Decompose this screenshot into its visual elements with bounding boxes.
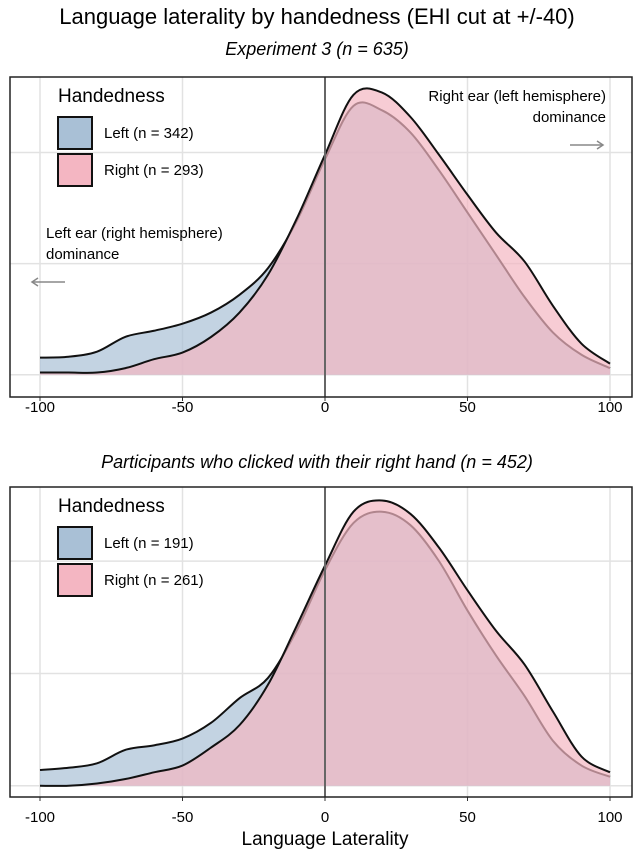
x-tick-label: 100 xyxy=(597,809,622,826)
x-tick-label: 50 xyxy=(459,399,476,416)
x-tick-label: -100 xyxy=(25,399,55,416)
panel-border xyxy=(9,76,633,398)
annotation: dominance xyxy=(46,246,119,263)
chart-title: Language laterality by handedness (EHI c… xyxy=(59,4,575,29)
subtitle: Experiment 3 (n = 635) xyxy=(225,39,409,59)
x-tick-label: -100 xyxy=(25,809,55,826)
legend-swatch xyxy=(57,116,93,150)
subtitle: Participants who clicked with their righ… xyxy=(101,452,533,472)
legend-swatch xyxy=(57,563,93,597)
legend-swatch xyxy=(57,153,93,187)
arrow-head xyxy=(30,277,39,287)
annotation: dominance xyxy=(533,109,606,126)
x-axis-label: Language Laterality xyxy=(242,829,409,850)
x-tick-label: 50 xyxy=(459,809,476,826)
legend-label: Right (n = 261) xyxy=(104,572,204,589)
x-tick-label: -50 xyxy=(172,809,194,826)
legend-swatch xyxy=(57,526,93,560)
legend-title: Handedness xyxy=(58,496,165,517)
annotation: Left ear (right hemisphere) xyxy=(46,225,223,242)
x-tick-label: 0 xyxy=(321,399,329,416)
arrow-head xyxy=(596,140,605,150)
annotation: Right ear (left hemisphere) xyxy=(428,88,606,105)
x-tick-label: 0 xyxy=(321,809,329,826)
panel-border xyxy=(9,486,633,798)
x-tick-label: 100 xyxy=(597,399,622,416)
legend-label: Left (n = 191) xyxy=(104,535,194,552)
legend-label: Right (n = 293) xyxy=(104,162,204,179)
x-tick-label: -50 xyxy=(172,399,194,416)
legend-title: Handedness xyxy=(58,86,165,107)
legend-label: Left (n = 342) xyxy=(104,125,194,142)
